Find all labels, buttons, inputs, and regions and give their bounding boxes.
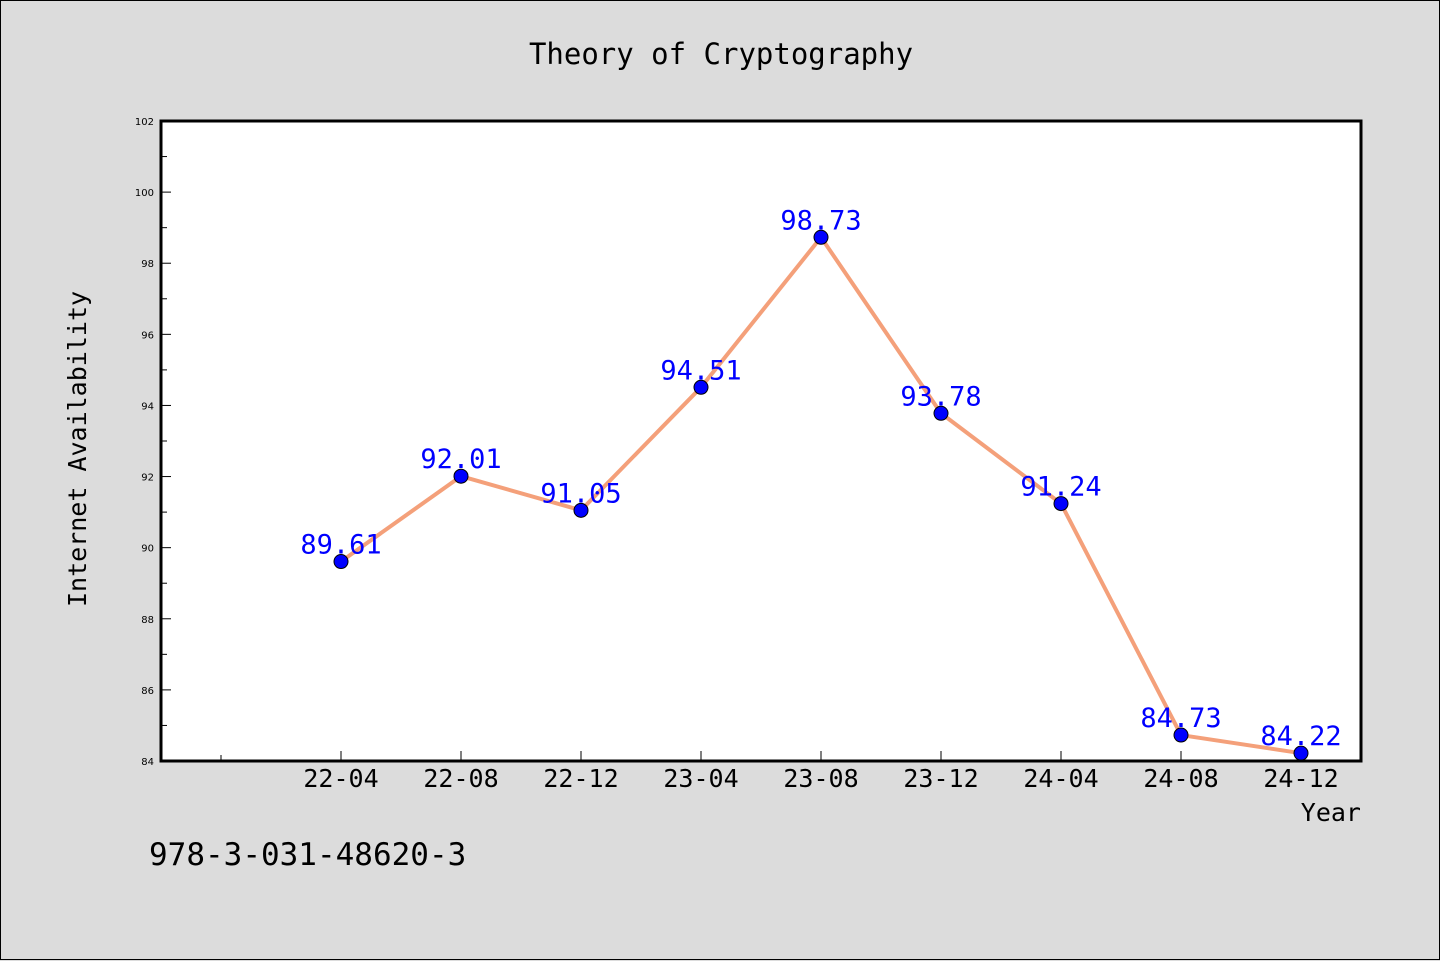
x-axis-label: Year xyxy=(1301,798,1361,827)
data-label: 84.73 xyxy=(1140,703,1221,734)
x-tick-label: 22-08 xyxy=(423,764,498,793)
y-tick-label: 96 xyxy=(141,330,154,341)
x-tick-label: 24-12 xyxy=(1263,764,1338,793)
data-point xyxy=(933,405,949,421)
data-point xyxy=(693,379,709,395)
data-label: 91.05 xyxy=(540,478,621,509)
y-tick-label: 98 xyxy=(141,259,154,270)
x-axis: 22-04 22-08 22-12 23-04 23-08 23-12 24-04 24-08… xyxy=(220,751,1339,793)
data-point xyxy=(1173,727,1189,743)
data-point xyxy=(453,468,469,484)
y-axis-label: Internet Availability xyxy=(63,291,92,607)
series-layer: 89.61 92.01 91.05 94.51 98.73 93.78 91.24 84.73… xyxy=(300,205,1342,761)
data-label: 84.22 xyxy=(1260,721,1341,752)
x-tick-label: 24-04 xyxy=(1023,764,1098,793)
data-label: 94.51 xyxy=(660,355,741,386)
y-tick-label: 102 xyxy=(135,117,154,128)
data-label: 92.01 xyxy=(420,444,501,475)
data-label: 91.24 xyxy=(1020,472,1101,503)
data-label: 89.61 xyxy=(300,530,381,561)
x-tick-label: 23-04 xyxy=(663,764,738,793)
x-tick-label: 24-08 xyxy=(1143,764,1218,793)
chart-title: Theory of Cryptography xyxy=(529,37,913,71)
y-tick-label: 86 xyxy=(141,686,154,697)
x-tick-label: 22-12 xyxy=(543,764,618,793)
y-axis: 84 86 88 90 92 94 96 98 100 102 xyxy=(135,117,171,768)
x-tick-label: 23-08 xyxy=(783,764,858,793)
data-point xyxy=(573,502,589,518)
y-tick-label: 100 xyxy=(135,188,154,199)
y-tick-label: 92 xyxy=(141,473,154,484)
y-tick-label: 90 xyxy=(141,544,154,555)
y-tick-label: 88 xyxy=(141,615,154,626)
isbn-footnote: 978-3-031-48620-3 xyxy=(149,837,466,873)
data-label: 98.73 xyxy=(780,205,861,236)
plot-border xyxy=(159,119,1363,763)
x-tick-label: 23-12 xyxy=(903,764,978,793)
data-point xyxy=(333,554,349,570)
y-tick-label: 94 xyxy=(141,401,154,412)
x-tick-label: 22-04 xyxy=(303,764,378,793)
data-point xyxy=(1053,496,1069,512)
plot-area xyxy=(161,121,1361,761)
y-tick-label: 84 xyxy=(141,757,154,768)
data-label: 93.78 xyxy=(900,381,981,412)
data-point xyxy=(813,229,829,245)
